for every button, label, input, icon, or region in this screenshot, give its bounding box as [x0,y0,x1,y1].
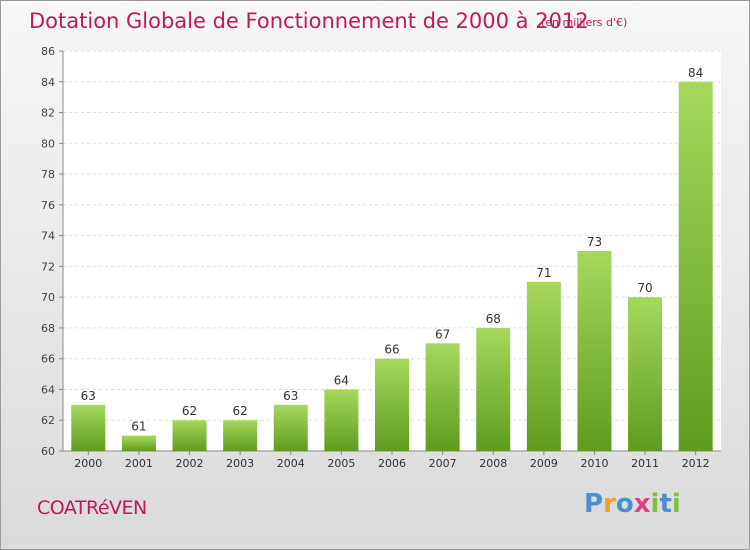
y-tick-label: 62 [41,414,55,427]
data-label: 64 [334,373,349,387]
commune-name: COATRéVEN [37,497,147,519]
y-tick-label: 74 [41,230,55,243]
y-tick-label: 68 [41,322,55,335]
bar [121,435,156,451]
y-tick-label: 72 [41,260,55,273]
x-tick-label: 2008 [479,457,507,470]
bar [375,358,409,451]
logo-letter: P [584,489,604,519]
y-tick-label: 66 [41,353,55,366]
bar [628,297,663,451]
bar [223,420,258,451]
data-label: 70 [637,281,652,295]
y-tick-label: 70 [41,291,55,304]
y-tick-label: 78 [41,168,55,181]
data-label: 68 [486,312,501,326]
logo-letter: r [603,489,616,519]
y-tick-label: 82 [41,107,55,120]
proxiti-logo: Proxiti [584,489,681,519]
data-label: 66 [384,343,399,357]
bar [425,343,460,451]
bar [71,404,106,451]
data-label: 62 [182,404,197,418]
y-tick-label: 80 [41,137,55,150]
x-tick-label: 2011 [631,457,659,470]
logo-letter: i [671,489,681,519]
data-label: 67 [435,327,450,341]
data-label: 61 [131,420,146,434]
x-tick-label: 2002 [176,457,204,470]
unit-note: (en milliers d'€) [541,16,628,29]
data-label: 71 [536,266,551,280]
x-tick-label: 2004 [277,457,305,470]
x-tick-label: 2007 [429,457,457,470]
logo-letter: o [615,489,634,519]
chart-title: Dotation Globale de Fonctionnement de 20… [29,9,589,33]
logo-letter: t [659,489,672,519]
y-tick-label: 64 [41,383,55,396]
bar [476,327,511,451]
data-label: 73 [587,235,602,249]
bar [678,81,713,452]
x-tick-label: 2009 [530,457,558,470]
bar [577,251,612,451]
x-tick-label: 2012 [682,457,710,470]
x-tick-label: 2006 [378,457,406,470]
y-tick-label: 84 [41,76,55,89]
logo-letter: x [633,489,651,519]
data-label: 62 [233,404,248,418]
y-tick-label: 86 [41,45,55,58]
bar [324,389,359,451]
y-tick-label: 60 [41,445,55,458]
bar [273,404,308,451]
x-tick-label: 2000 [74,457,102,470]
bar [172,420,207,451]
data-label: 63 [81,389,96,403]
data-label: 63 [283,389,298,403]
x-tick-label: 2003 [226,457,254,470]
data-label: 84 [688,66,703,80]
x-tick-label: 2010 [580,457,608,470]
x-tick-label: 2005 [327,457,355,470]
bar [526,281,561,451]
logo-letter: i [650,489,660,519]
x-tick-label: 2001 [125,457,153,470]
y-tick-label: 76 [41,199,55,212]
